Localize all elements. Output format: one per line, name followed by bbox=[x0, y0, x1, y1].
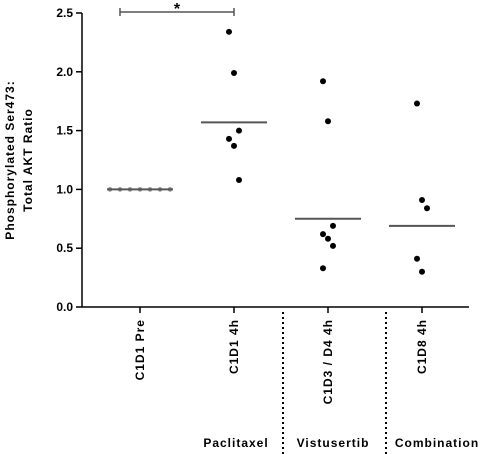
data-point bbox=[424, 205, 430, 212]
data-point bbox=[419, 268, 425, 275]
y-tick-label: 2.0 bbox=[56, 65, 73, 79]
group-label: Combination bbox=[395, 436, 479, 450]
group-label: Paclitaxel bbox=[203, 436, 268, 450]
data-point bbox=[325, 118, 331, 125]
data-point bbox=[320, 231, 326, 238]
y-axis-label: Total AKT Ratio bbox=[21, 108, 35, 212]
x-tick-label: C1D1 4h bbox=[227, 319, 241, 374]
data-point bbox=[320, 265, 326, 272]
data-point bbox=[226, 28, 232, 35]
y-tick-label: 0.5 bbox=[56, 241, 73, 255]
data-point bbox=[226, 135, 232, 142]
y-tick-label: 2.5 bbox=[56, 6, 73, 20]
data-point bbox=[236, 176, 242, 183]
data-point bbox=[419, 196, 425, 203]
data-point bbox=[320, 78, 326, 85]
x-tick-label: C1D3 / D4 4h bbox=[321, 319, 335, 404]
annotation: * bbox=[174, 1, 181, 18]
data-point bbox=[330, 222, 336, 229]
x-tick-label: C1D8 4h bbox=[415, 319, 429, 374]
x-tick-label: C1D1 Pre bbox=[133, 319, 147, 380]
data-point bbox=[325, 235, 331, 242]
data-point bbox=[414, 255, 420, 262]
y-tick-label: 1.0 bbox=[56, 182, 73, 196]
y-axis-label: Phosphorylated Ser473: bbox=[3, 80, 17, 239]
y-tick-label: 1.5 bbox=[56, 124, 73, 138]
y-tick-label: 0.0 bbox=[56, 300, 73, 314]
data-point bbox=[414, 100, 420, 107]
data-point bbox=[236, 127, 242, 134]
group-label: Vistusertib bbox=[297, 436, 370, 450]
data-point bbox=[330, 242, 336, 249]
data-point bbox=[231, 142, 237, 149]
data-point bbox=[231, 69, 237, 76]
